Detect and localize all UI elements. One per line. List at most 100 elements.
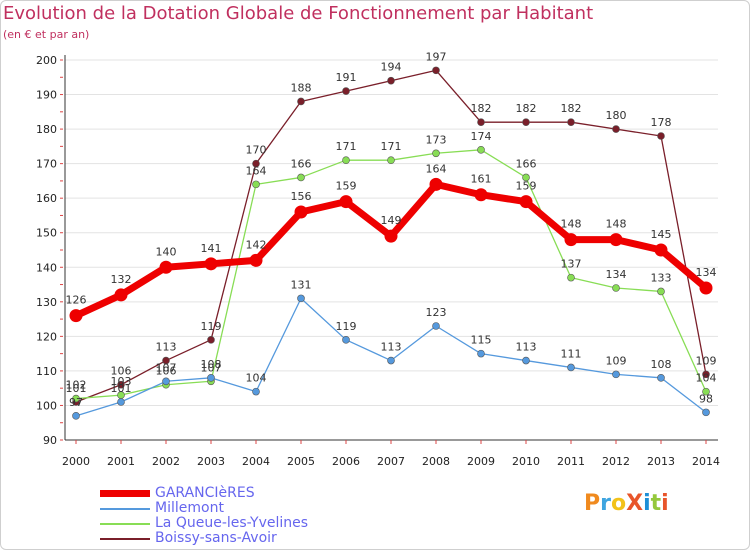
data-point-millemont xyxy=(567,363,575,372)
data-point-garanci-res xyxy=(519,195,533,209)
data-label-boissy-sans-avoir: 194 xyxy=(381,61,402,74)
logo-letter: i xyxy=(643,491,651,516)
data-point-la-queue-les-yvelines xyxy=(477,146,485,154)
data-label-la-queue-les-yvelines: 171 xyxy=(336,140,357,153)
data-label-boissy-sans-avoir: 101 xyxy=(66,382,87,395)
data-label-garanci-res: 148 xyxy=(561,218,582,231)
data-point-boissy-sans-avoir xyxy=(342,87,350,95)
data-label-millemont: 113 xyxy=(381,341,402,354)
data-point-boissy-sans-avoir xyxy=(162,356,170,365)
data-label-la-queue-les-yvelines: 166 xyxy=(291,157,312,170)
y-tick-label: 190 xyxy=(36,89,57,102)
data-label-la-queue-les-yvelines: 107 xyxy=(201,361,222,374)
data-label-garanci-res: 126 xyxy=(66,294,87,307)
y-tick-label: 120 xyxy=(36,330,57,343)
x-tick-label: 2000 xyxy=(62,455,90,468)
data-point-garanci-res xyxy=(429,177,443,191)
x-tick-label: 2011 xyxy=(557,455,585,468)
data-label-la-queue-les-yvelines: 174 xyxy=(471,130,492,143)
data-label-millemont: 108 xyxy=(201,358,222,371)
data-point-garanci-res xyxy=(384,229,398,243)
data-label-boissy-sans-avoir: 182 xyxy=(516,102,537,115)
data-label-millemont: 113 xyxy=(516,341,537,354)
data-point-boissy-sans-avoir xyxy=(252,159,260,168)
data-point-millemont xyxy=(657,374,665,382)
data-point-garanci-res xyxy=(69,309,83,323)
data-label-garanci-res: 134 xyxy=(696,266,717,279)
data-point-boissy-sans-avoir xyxy=(522,118,530,126)
x-tick-label: 2005 xyxy=(287,455,315,468)
data-point-millemont xyxy=(387,356,395,365)
x-tick-label: 2014 xyxy=(692,455,720,468)
data-point-millemont xyxy=(162,377,170,386)
legend-label-garancieres: GARANCIèRES xyxy=(155,485,255,501)
data-label-millemont: 108 xyxy=(651,358,672,371)
data-point-la-queue-les-yvelines xyxy=(72,394,80,403)
data-label-garanci-res: 140 xyxy=(156,245,177,258)
data-point-boissy-sans-avoir xyxy=(702,370,710,379)
data-point-boissy-sans-avoir xyxy=(117,380,125,389)
data-point-boissy-sans-avoir xyxy=(207,336,215,344)
data-point-millemont xyxy=(297,294,305,303)
x-tick-label: 2013 xyxy=(647,455,675,468)
legend-swatch-garancieres xyxy=(100,490,150,497)
data-label-boissy-sans-avoir: 197 xyxy=(426,50,447,63)
data-label-garanci-res: 142 xyxy=(246,238,267,251)
data-label-boissy-sans-avoir: 119 xyxy=(201,320,222,333)
logo-letter: X xyxy=(626,491,644,516)
data-point-garanci-res xyxy=(114,288,128,302)
legend-swatch-millemont xyxy=(100,508,150,510)
data-point-boissy-sans-avoir xyxy=(297,97,305,106)
data-point-la-queue-les-yvelines xyxy=(612,284,620,292)
data-point-la-queue-les-yvelines xyxy=(342,156,350,164)
data-label-garanci-res: 164 xyxy=(426,162,447,175)
data-point-garanci-res xyxy=(654,243,668,257)
data-label-millemont: 109 xyxy=(606,354,627,367)
chart-title: Evolution de la Dotation Globale de Fonc… xyxy=(3,3,594,24)
y-tick-label: 140 xyxy=(36,261,57,274)
x-tick-label: 2010 xyxy=(512,455,540,468)
data-point-millemont xyxy=(117,398,125,406)
data-point-la-queue-les-yvelines xyxy=(387,156,395,164)
data-point-garanci-res xyxy=(159,260,173,274)
data-point-garanci-res xyxy=(609,233,623,247)
data-point-la-queue-les-yvelines xyxy=(702,387,710,396)
data-label-boissy-sans-avoir: 182 xyxy=(471,102,492,115)
logo-letter: P xyxy=(584,491,601,516)
data-label-millemont: 111 xyxy=(561,347,582,360)
y-tick-label: 200 xyxy=(36,54,57,67)
data-point-boissy-sans-avoir xyxy=(477,118,485,126)
y-tick-label: 100 xyxy=(36,399,57,412)
data-point-la-queue-les-yvelines xyxy=(432,149,440,158)
data-point-millemont xyxy=(72,412,80,420)
data-point-millemont xyxy=(612,370,620,379)
data-label-la-queue-les-yvelines: 171 xyxy=(381,140,402,153)
data-label-millemont: 107 xyxy=(156,361,177,374)
logo-letter: t xyxy=(650,491,662,516)
data-point-garanci-res xyxy=(249,253,263,267)
proxiti-logo: ProXiti xyxy=(584,491,669,516)
data-point-boissy-sans-avoir xyxy=(657,132,665,140)
legend-swatch-la-queue-les-yvelines xyxy=(100,523,150,525)
data-point-millemont xyxy=(522,356,530,365)
data-label-boissy-sans-avoir: 170 xyxy=(246,144,267,157)
x-tick-label: 2004 xyxy=(242,455,270,468)
data-label-garanci-res: 132 xyxy=(111,273,132,286)
data-label-garanci-res: 156 xyxy=(291,190,312,203)
data-point-millemont xyxy=(342,336,350,344)
y-tick-label: 160 xyxy=(36,192,57,205)
chart-subtitle: (en € et par an) xyxy=(3,28,90,41)
legend-label-boissy-sans-avoir: Boissy-sans-Avoir xyxy=(155,530,277,546)
x-tick-label: 2008 xyxy=(422,455,450,468)
data-label-garanci-res: 159 xyxy=(516,180,537,193)
data-label-boissy-sans-avoir: 182 xyxy=(561,102,582,115)
data-label-millemont: 104 xyxy=(246,372,267,385)
data-label-garanci-res: 145 xyxy=(651,228,672,241)
legend-swatch-boissy-sans-avoir xyxy=(100,538,150,540)
logo-letter: r xyxy=(600,491,611,516)
data-point-millemont xyxy=(432,322,440,330)
data-label-millemont: 131 xyxy=(291,278,312,291)
x-tick-label: 2006 xyxy=(332,455,360,468)
